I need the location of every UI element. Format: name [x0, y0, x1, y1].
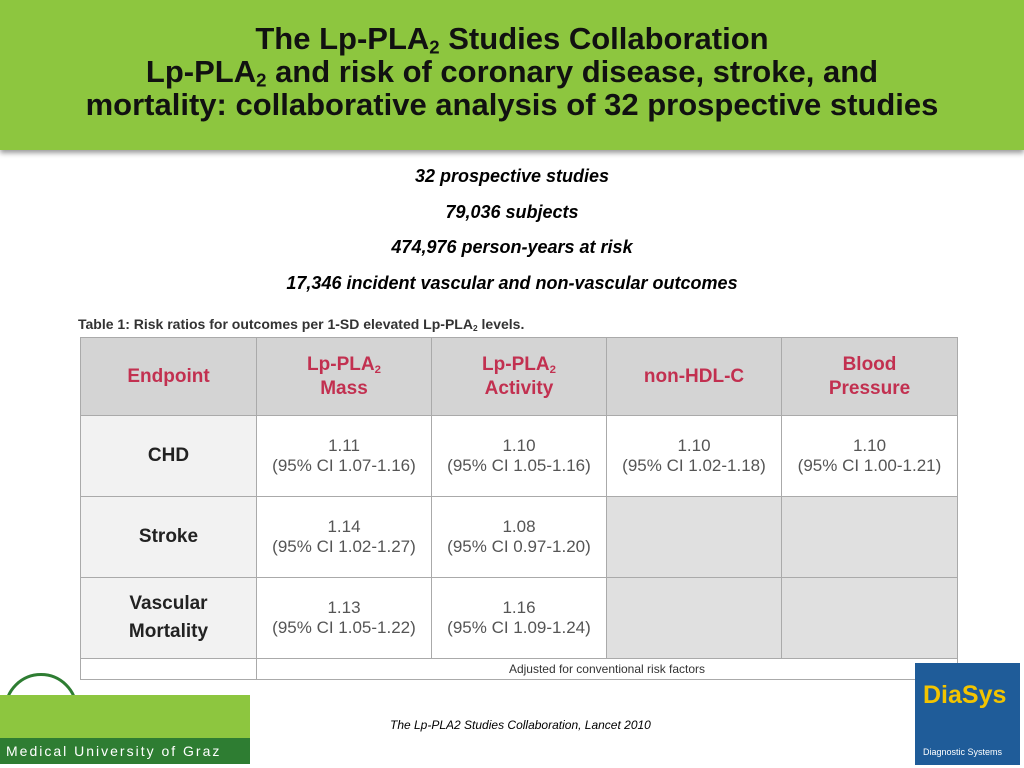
header-line: Mass: [258, 377, 430, 401]
header-line: Activity: [433, 377, 605, 401]
header-cell: Lp-PLA2 Mass: [256, 337, 432, 416]
summary-line: 17,346 incident vascular and non-vascula…: [286, 272, 738, 293]
header-text: Lp-PLA: [482, 353, 550, 375]
university-name: Medical University of Graz: [0, 738, 250, 764]
ci-text: (95% CI 1.07-1.16): [272, 456, 416, 475]
endpoint-cell: CHD: [80, 415, 257, 497]
header-cell: non-HDL-C: [606, 337, 782, 416]
header-line: non-HDL-C: [608, 365, 780, 389]
header-text: Lp-PLA: [307, 353, 375, 375]
table-row: CHD 1.11 (95% CI 1.07-1.16) 1.10 (95% CI 1.0…: [80, 415, 958, 497]
endpoint-text: Mortality: [128, 621, 209, 642]
endpoint-text: CHD: [147, 445, 190, 466]
value-cell: 1.11 (95% CI 1.07-1.16): [256, 415, 432, 497]
value-cell: 1.10 (95% CI 1.02-1.18): [606, 415, 782, 497]
header-line: Lp-PLA2: [258, 353, 430, 377]
ratio-text: 1.13: [327, 598, 361, 617]
ci-text: (95% CI 1.05-1.22): [272, 618, 416, 637]
diasys-logo: DiaSys Diagnostic Systems: [915, 663, 1020, 765]
ratio-text: 1.10: [677, 436, 711, 455]
value-cell: 1.13 (95% CI 1.05-1.22): [256, 577, 432, 659]
header-line: Lp-PLA2: [433, 353, 605, 377]
summary-line: 474,976 person-years at risk: [391, 237, 633, 257]
value-cell: [606, 577, 782, 659]
ci-text: (95% CI 1.00-1.21): [797, 456, 942, 475]
note-cell: [80, 658, 257, 680]
header-text: 2: [549, 363, 556, 376]
table-caption: Table 1: Risk ratios for outcomes per 1-…: [78, 316, 525, 334]
value-cell: 1.08 (95% CI 0.97-1.20): [431, 496, 607, 578]
ratio-text: 1.16: [502, 598, 536, 617]
logo-tagline: Diagnostic Systems: [923, 747, 1003, 757]
summary-line: 32 prospective studies: [414, 166, 610, 186]
table-row: Stroke 1.14 (95% CI 1.02-1.27) 1.08 (95% CI …: [80, 496, 958, 578]
ratio-text: 1.11: [328, 436, 360, 455]
value-cell: 1.10 (95% CI 1.00-1.21): [781, 415, 958, 497]
header-cell: Blood Pressure: [781, 337, 958, 416]
ci-text: (95% CI 1.02-1.18): [622, 456, 766, 475]
ratio-text: 1.10: [852, 436, 887, 455]
header-row: Endpoint Lp-PLA2 Mass Lp-PLA2 Activity non-HD…: [80, 337, 958, 416]
header-cell: Endpoint: [80, 337, 257, 416]
ci-text: (95% CI 1.05-1.16): [447, 456, 591, 475]
university-band: [0, 695, 250, 738]
title-line: Lp-PLA2 and risk of coronary disease, st…: [145, 54, 879, 91]
results-table: Endpoint Lp-PLA2 Mass Lp-PLA2 Activity non-HD…: [80, 337, 958, 680]
value-cell: [606, 496, 782, 578]
value-cell: [781, 577, 958, 659]
table-row: Vascular Mortality 1.13 (95% CI 1.05-1.22) 1…: [80, 577, 958, 659]
header-text: non-HDL-C: [643, 365, 745, 387]
header-line: Blood: [783, 353, 956, 377]
header-text: Mass: [320, 377, 368, 399]
summary: 32 prospective studies 79,036 subjects 474…: [0, 163, 1024, 305]
title-line: mortality: collaborative analysis of 32 …: [85, 87, 939, 122]
ratio-text: 1.14: [327, 517, 361, 536]
value-cell: [781, 496, 958, 578]
value-cell: 1.10 (95% CI 1.05-1.16): [431, 415, 607, 497]
header-text: 2: [374, 363, 381, 376]
logo-name: DiaSys: [923, 681, 1007, 709]
header-text: Endpoint: [127, 365, 210, 387]
citation: The Lp-PLA2 Studies Collaboration, Lance…: [390, 718, 651, 732]
endpoint-text: Stroke: [138, 526, 199, 547]
title-line: The Lp-PLA2 Studies Collaboration: [255, 21, 769, 58]
header-cell: Lp-PLA2 Activity: [431, 337, 607, 416]
ratio-text: 1.08: [502, 517, 536, 536]
header-text: Pressure: [828, 377, 911, 399]
ci-text: (95% CI 1.02-1.27): [272, 537, 416, 556]
title-banner: The Lp-PLA2 Studies Collaboration Lp-PLA…: [0, 0, 1024, 150]
endpoint-cell: Vascular Mortality: [80, 577, 257, 659]
ci-text: (95% CI 1.09-1.24): [447, 618, 591, 637]
note-row: Adjusted for conventional risk factors: [80, 658, 958, 680]
value-cell: 1.16 (95% CI 1.09-1.24): [431, 577, 607, 659]
note-cell: Adjusted for conventional risk factors: [256, 658, 958, 680]
endpoint-cell: Stroke: [80, 496, 257, 578]
header-text: Blood: [842, 353, 897, 375]
endpoint-text: Vascular: [129, 593, 208, 614]
header-line: Pressure: [783, 377, 956, 401]
header-text: Activity: [484, 377, 554, 399]
header-line: Endpoint: [82, 365, 255, 389]
ci-text: (95% CI 0.97-1.20): [447, 537, 591, 556]
ratio-text: 1.10: [502, 436, 536, 455]
summary-line: 79,036 subjects: [445, 201, 579, 222]
value-cell: 1.14 (95% CI 1.02-1.27): [256, 496, 432, 578]
